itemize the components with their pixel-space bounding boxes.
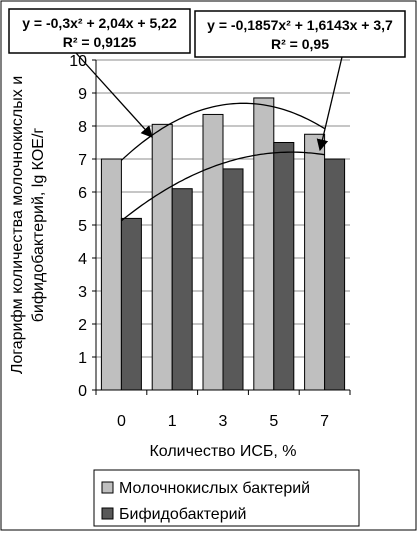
equation-text-0: y = -0,3x² + 2,04x + 5,22 xyxy=(22,15,177,31)
bar-bifido-5 xyxy=(273,142,295,391)
bar-bifido-0 xyxy=(120,217,142,391)
equation-box-0 xyxy=(8,8,191,54)
legend: Молочнокислых бактерий Бифидобактерий xyxy=(93,469,360,527)
legend-label-1: Бифидобактерий xyxy=(119,506,246,523)
legend-swatch-1 xyxy=(101,507,114,520)
equation-box-1 xyxy=(194,10,406,58)
equation-boxes: y = -0,3x² + 2,04x + 5,22 R² = 0,9125 y = … xyxy=(8,8,406,152)
bars xyxy=(100,97,346,391)
x-tick-label: 7 xyxy=(320,413,329,430)
equation-text-1: y = -0,1857x² + 1,6143x + 3,7 xyxy=(207,17,393,33)
bar-lactic-7 xyxy=(304,133,326,391)
bar-lactic-1 xyxy=(151,123,173,391)
y-tick-label: 6 xyxy=(78,185,87,202)
x-axis-title: Количество ИСБ, % xyxy=(149,443,296,460)
x-tick-label: 0 xyxy=(117,413,126,430)
y-tick-label: 1 xyxy=(78,350,87,367)
y-tick-label: 10 xyxy=(69,53,87,70)
trendline-bifido xyxy=(120,151,325,222)
trendline-lactic xyxy=(120,102,325,161)
y-tick-label: 5 xyxy=(78,218,87,235)
bar-bifido-1 xyxy=(171,188,193,391)
bar-lactic-0 xyxy=(100,158,122,391)
bar-bifido-3 xyxy=(222,168,244,391)
bar-lactic-3 xyxy=(202,113,224,391)
x-tick-label: 1 xyxy=(168,413,177,430)
y-tick-label: 9 xyxy=(78,86,87,103)
legend-box xyxy=(93,469,360,527)
equation-arrow-0 xyxy=(75,52,153,138)
bar-bifido-7 xyxy=(324,158,346,391)
y-tick-label: 7 xyxy=(78,152,87,169)
legend-swatch-0 xyxy=(101,481,114,494)
legend-label-0: Молочнокислых бактерий xyxy=(119,480,310,497)
r2-text-1: R² = 0,95 xyxy=(271,36,329,52)
y-tick-label: 2 xyxy=(78,317,87,334)
x-tick-label: 5 xyxy=(269,413,278,430)
x-tick-label: 3 xyxy=(219,413,228,430)
y-tick-label: 8 xyxy=(78,119,87,136)
axes: 0 1 2 3 4 5 6 7 8 9 10 0 1 3 5 7 Количество ИСБ, % Логари… xyxy=(9,53,351,460)
y-tick-label: 0 xyxy=(78,383,87,400)
y-tick-label: 4 xyxy=(78,251,87,268)
y-axis-title-line2: бифидобактерий, lg КОЕ/г xyxy=(30,128,47,323)
y-tick-label: 3 xyxy=(78,284,87,301)
y-axis-title-line1: Логарифм количества молочнокислых и xyxy=(9,76,26,374)
trendlines xyxy=(120,102,325,222)
equation-arrow-1 xyxy=(316,56,343,152)
r2-text-0: R² = 0,9125 xyxy=(63,34,137,50)
bar-lactic-5 xyxy=(253,97,275,391)
